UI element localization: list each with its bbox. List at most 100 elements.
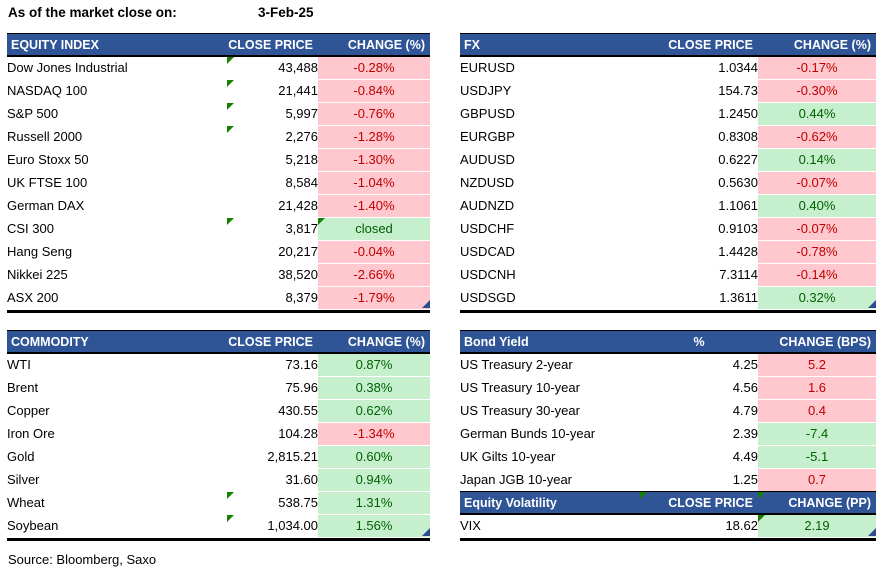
close-price-value: 21,441 — [227, 80, 318, 103]
close-price-value: 3,817 — [227, 218, 318, 241]
instrument-name: VIX — [460, 515, 640, 538]
close-price-value: 73.16 — [227, 354, 318, 377]
change-value: 2.19 — [758, 515, 876, 538]
change-value: 0.60% — [318, 446, 430, 469]
column-header-change-pct: CHANGE (%) — [758, 33, 876, 57]
change-value: 0.32% — [758, 287, 876, 310]
instrument-name: S&P 500 — [7, 103, 227, 126]
change-value: -7.4 — [758, 423, 876, 446]
close-price-value: 430.55 — [227, 400, 318, 423]
comment-indicator-icon — [227, 80, 234, 87]
close-price-value: 4.79 — [640, 400, 758, 423]
instrument-name: Nikkei 225 — [7, 264, 227, 287]
instrument-name: USDSGD — [460, 287, 640, 310]
table-row: USDCHF 0.9103 -0.07% — [460, 218, 876, 241]
comment-indicator-icon — [640, 492, 647, 499]
instrument-name: Russell 2000 — [7, 126, 227, 149]
fx-table: FX CLOSE PRICE CHANGE (%) EURUSD 1.0344 -0… — [460, 33, 876, 313]
change-value: -0.14% — [758, 264, 876, 287]
change-value: -0.04% — [318, 241, 430, 264]
table-row: EURGBP 0.8308 -0.62% — [460, 126, 876, 149]
change-value: -0.17% — [758, 57, 876, 80]
column-header-bond-yield: Bond Yield — [460, 330, 640, 354]
change-value: -1.28% — [318, 126, 430, 149]
table-row: ASX 200 8,379 -1.79% — [7, 287, 430, 310]
column-header-change-pct: CHANGE (%) — [318, 330, 430, 354]
change-value: 0.87% — [318, 354, 430, 377]
table-row: GBPUSD 1.2450 0.44% — [460, 103, 876, 126]
change-value: -0.84% — [318, 80, 430, 103]
table-header-row: COMMODITY CLOSE PRICE CHANGE (%) — [7, 330, 430, 354]
column-header-label: CHANGE (PP) — [788, 495, 871, 510]
change-value: 0.38% — [318, 377, 430, 400]
change-value: -1.30% — [318, 149, 430, 172]
commodity-table: COMMODITY CLOSE PRICE CHANGE (%) WTI 73.1… — [7, 330, 430, 541]
equity-index-table: EQUITY INDEX CLOSE PRICE CHANGE (%) Dow … — [7, 33, 430, 313]
close-price-value: 5,218 — [227, 149, 318, 172]
table-row: NASDAQ 100 21,441 -0.84% — [7, 80, 430, 103]
table-row: USDSGD 1.3611 0.32% — [460, 287, 876, 310]
instrument-name: Silver — [7, 469, 227, 492]
table-header-row: Bond Yield % CHANGE (BPS) — [460, 330, 876, 354]
instrument-name: Gold — [7, 446, 227, 469]
close-price-value: 1.1061 — [640, 195, 758, 218]
instrument-name: EURUSD — [460, 57, 640, 80]
instrument-name: AUDNZD — [460, 195, 640, 218]
column-header-close-price: CLOSE PRICE — [640, 33, 758, 57]
close-price-value: 1.2450 — [640, 103, 758, 126]
change-value: -0.07% — [758, 172, 876, 195]
change-value: 0.7 — [758, 469, 876, 492]
table-row: USDCNH 7.3114 -0.14% — [460, 264, 876, 287]
as-of-date: 3-Feb-25 — [258, 5, 314, 20]
instrument-name: NZDUSD — [460, 172, 640, 195]
change-value: 0.14% — [758, 149, 876, 172]
close-price-value: 4.56 — [640, 377, 758, 400]
close-price-value: 1.3611 — [640, 287, 758, 310]
table-header-row: Equity Volatility CLOSE PRICE CHANGE (PP… — [460, 491, 876, 515]
table-row: Gold 2,815.21 0.60% — [7, 446, 430, 469]
table-row: USDCAD 1.4428 -0.78% — [460, 241, 876, 264]
close-price-value: 0.9103 — [640, 218, 758, 241]
instrument-name: NASDAQ 100 — [7, 80, 227, 103]
column-header-equity-volatility: Equity Volatility — [460, 491, 640, 515]
close-price-value: 2,276 — [227, 126, 318, 149]
change-value: 1.56% — [318, 515, 430, 538]
close-price-value: 38,520 — [227, 264, 318, 287]
table-row: S&P 500 5,997 -0.76% — [7, 103, 430, 126]
column-header-close-price: CLOSE PRICE — [227, 330, 318, 354]
comment-indicator-icon — [227, 218, 234, 225]
table-header-row: EQUITY INDEX CLOSE PRICE CHANGE (%) — [7, 33, 430, 57]
column-header-change-pct: CHANGE (%) — [318, 33, 430, 57]
change-value: -0.07% — [758, 218, 876, 241]
change-value: -2.66% — [318, 264, 430, 287]
instrument-name: Iron Ore — [7, 423, 227, 446]
close-price-value: 0.5630 — [640, 172, 758, 195]
change-value: 5.2 — [758, 354, 876, 377]
corner-marker-icon — [868, 528, 876, 536]
instrument-name: USDCAD — [460, 241, 640, 264]
table-row: Hang Seng 20,217 -0.04% — [7, 241, 430, 264]
close-price-value: 75.96 — [227, 377, 318, 400]
instrument-name: AUDUSD — [460, 149, 640, 172]
close-price-value: 7.3114 — [640, 264, 758, 287]
instrument-name: UK Gilts 10-year — [460, 446, 640, 469]
table-row: Japan JGB 10-year 1.25 0.7 — [460, 469, 876, 492]
table-row: German Bunds 10-year 2.39 -7.4 — [460, 423, 876, 446]
corner-marker-icon — [422, 528, 430, 536]
comment-indicator-icon — [227, 57, 234, 64]
change-value: 1.31% — [318, 492, 430, 515]
change-value: 0.94% — [318, 469, 430, 492]
comment-indicator-icon — [318, 218, 325, 225]
comment-indicator-icon — [227, 492, 234, 499]
change-value: 1.6 — [758, 377, 876, 400]
close-price-value: 104.28 — [227, 423, 318, 446]
column-header-percent: % — [640, 330, 758, 354]
column-header-change-pp: CHANGE (PP) — [758, 491, 876, 515]
close-price-value: 1.0344 — [640, 57, 758, 80]
instrument-name: EURGBP — [460, 126, 640, 149]
table-row: US Treasury 30-year 4.79 0.4 — [460, 400, 876, 423]
change-value: -1.79% — [318, 287, 430, 310]
change-value: -0.28% — [318, 57, 430, 80]
instrument-name: USDCNH — [460, 264, 640, 287]
table-row: EURUSD 1.0344 -0.17% — [460, 57, 876, 80]
